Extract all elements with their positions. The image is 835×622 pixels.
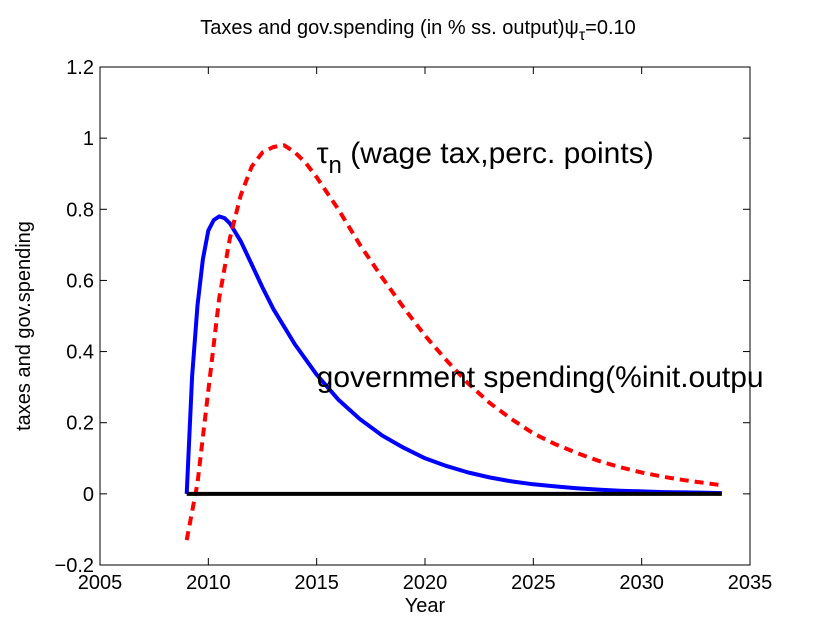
x-tick-label: 2025 — [511, 572, 556, 594]
chart-title: Taxes and gov.spending (in % ss. output)… — [200, 17, 636, 44]
annotation-text: government spending(%init.outpu — [317, 361, 764, 394]
x-tick-label: 2005 — [78, 572, 123, 594]
y-tick-label: 0.2 — [66, 413, 94, 435]
x-tick-label: 2035 — [728, 572, 773, 594]
x-tick-label: 2030 — [619, 572, 664, 594]
y-tick-label: 1.2 — [66, 57, 94, 79]
annotation-layer: τn (wage tax,perc. points) government spe… — [317, 137, 764, 394]
annotation-text: (wage tax,perc. points) — [342, 137, 654, 170]
y-tick-label: 0.6 — [66, 270, 94, 292]
title-symbol: ψ — [565, 17, 579, 39]
title-value: =0.10 — [585, 17, 636, 39]
axis-tick-labels: 2005 2010 2015 2020 2025 2030 2035 −0.2 0 0.2 0.4 0… — [55, 57, 773, 594]
y-tick-label: 0.8 — [66, 199, 94, 221]
title-main: Taxes and gov.spending (in % ss. output) — [200, 17, 564, 39]
government-spending-series — [184, 214, 722, 496]
annotation-subscript: n — [329, 152, 342, 179]
y-tick-label: 0.4 — [66, 342, 94, 364]
x-axis-label: Year — [405, 595, 446, 617]
x-tick-label: 2015 — [294, 572, 339, 594]
government-spending-annotation: government spending(%init.outpu — [317, 361, 764, 394]
y-tick-label: −0.2 — [55, 555, 94, 577]
svg-text:Taxes and gov.spending (in % s: Taxes and gov.spending (in % ss. output)… — [200, 17, 636, 44]
series-layer — [184, 143, 723, 541]
x-tick-label: 2020 — [403, 572, 448, 594]
annotation-symbol: τ — [317, 137, 329, 170]
wage-tax-series — [184, 143, 723, 541]
wage-tax-annotation: τn (wage tax,perc. points) — [317, 137, 654, 179]
y-tick-label: 1 — [83, 128, 94, 150]
axis-ticks — [99, 66, 751, 566]
y-axis-label: taxes and gov.spending — [13, 221, 35, 431]
y-tick-label: 0 — [83, 484, 94, 506]
x-tick-label: 2010 — [186, 572, 231, 594]
title-subscript: τ — [579, 27, 586, 44]
